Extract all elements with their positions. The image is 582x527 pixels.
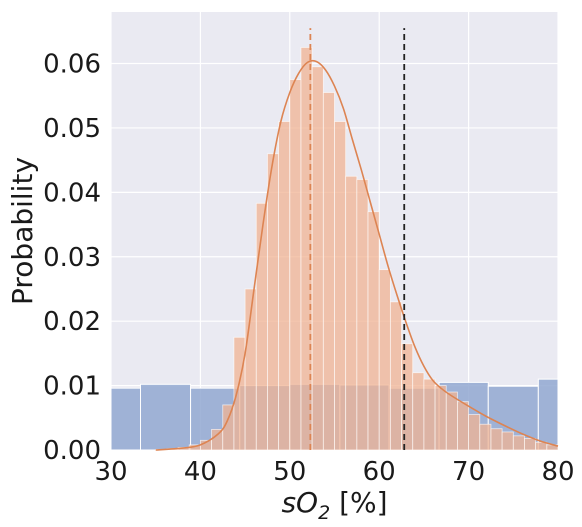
histogram-bar-so2 <box>535 441 548 451</box>
x-tick-label: 40 <box>184 457 217 487</box>
reference-lines <box>309 28 406 450</box>
histogram-bar-so2 <box>490 428 503 451</box>
histogram-bar-so2 <box>255 202 268 451</box>
histogram-bar-so2 <box>401 343 414 451</box>
histogram-bar-so2 <box>512 435 525 451</box>
histogram-bar-so2 <box>311 66 324 451</box>
histogram-bar-so2 <box>334 121 347 451</box>
histogram-bar-so2 <box>267 153 280 451</box>
histogram-bar-uniform <box>140 383 192 451</box>
histogram-bar-so2 <box>389 301 402 451</box>
y-axis-ticks: 0.00 0.01 0.02 0.03 0.04 0.05 0.06 <box>43 50 101 466</box>
y-tick-label: 0.00 <box>43 436 101 466</box>
histogram-bar-so2 <box>278 121 291 451</box>
histogram-bar-so2 <box>501 431 514 451</box>
y-tick-label: 0.04 <box>43 178 101 208</box>
histogram-bar-so2 <box>445 391 458 451</box>
histogram-bar-so2 <box>367 211 380 451</box>
x-tick-label: 70 <box>452 457 485 487</box>
x-axis-label: sO2 [%] <box>281 486 387 524</box>
histogram-bar-so2 <box>345 175 358 451</box>
histogram-bar-so2 <box>322 92 335 451</box>
kde-curve <box>155 59 559 451</box>
histogram-bar-so2 <box>524 438 537 451</box>
y-axis-label: Probability <box>6 157 39 305</box>
histogram-bar-so2 <box>457 401 469 451</box>
histogram-bar-uniform <box>537 378 559 451</box>
y-tick-label: 0.02 <box>43 307 101 337</box>
histogram-bar-so2 <box>412 372 425 451</box>
histogram-bar-so2 <box>289 79 302 451</box>
histogram-bar-so2 <box>211 428 224 451</box>
histogram-bar-so2 <box>468 414 481 451</box>
histogram-bar-so2 <box>479 423 492 451</box>
histogram-bar-so2 <box>233 336 246 451</box>
y-tick-label: 0.06 <box>43 50 101 80</box>
x-tick-label: 60 <box>363 457 396 487</box>
x-axis-ticks: 30 40 50 60 70 80 <box>94 457 574 487</box>
histogram-bar-so2 <box>423 378 436 451</box>
y-tick-label: 0.03 <box>43 243 101 273</box>
y-tick-label: 0.01 <box>43 372 101 402</box>
histogram-bar-so2 <box>378 269 391 451</box>
y-tick-label: 0.05 <box>43 114 101 144</box>
x-tick-label: 30 <box>94 457 127 487</box>
histogram-bar-so2 <box>356 179 369 451</box>
x-tick-label: 80 <box>541 457 574 487</box>
so2-histogram <box>155 47 559 451</box>
histogram-bar-so2 <box>434 385 447 451</box>
histogram-bar-uniform <box>110 387 142 451</box>
x-tick-label: 50 <box>273 457 306 487</box>
